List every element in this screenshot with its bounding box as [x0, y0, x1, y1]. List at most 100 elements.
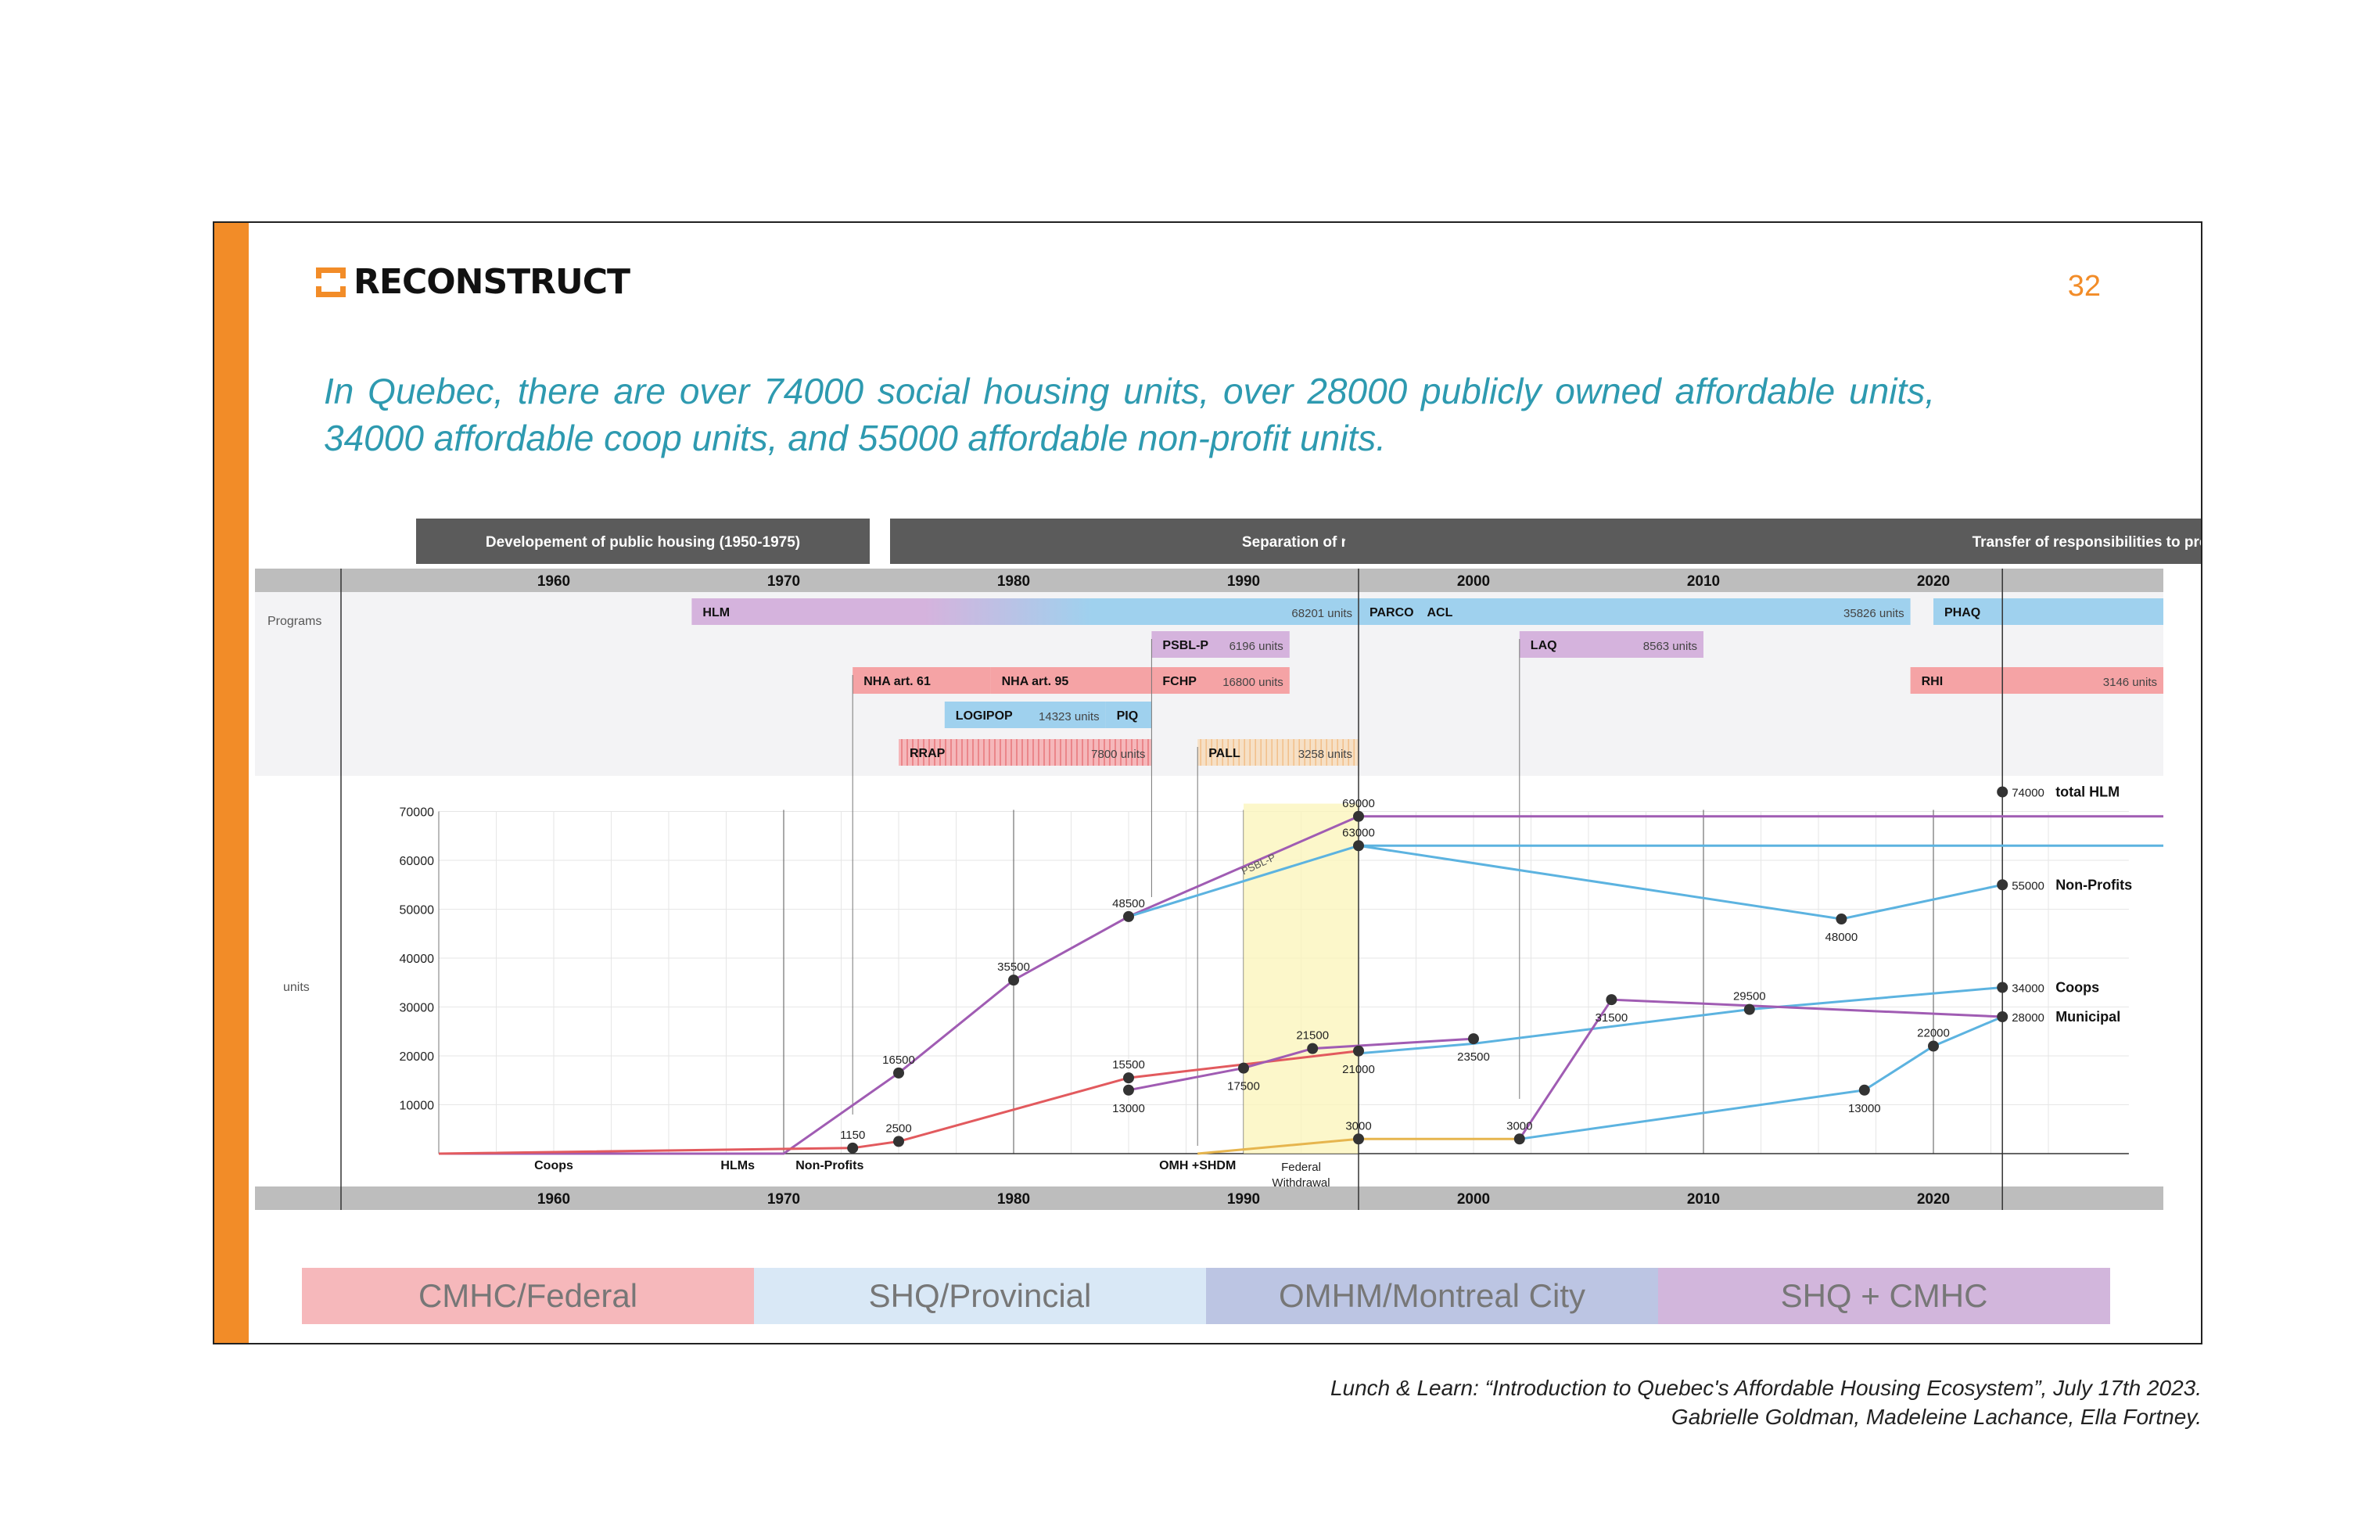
- data-point: [1513, 1133, 1525, 1145]
- y-tick-label: 10000: [400, 1100, 435, 1113]
- data-label: 28000: [2012, 1011, 2044, 1025]
- data-point: [1353, 840, 1364, 852]
- data-point: [1997, 982, 2008, 993]
- series-name-label: Coops: [2055, 980, 2099, 996]
- program-name: NHA art. 95: [1002, 675, 1069, 688]
- data-label: 1150: [840, 1129, 865, 1142]
- year-tick-label: 1970: [767, 1191, 800, 1208]
- year-tick-label: 1960: [537, 573, 570, 590]
- program-bar-logipop: [944, 702, 1106, 728]
- program-bar-rhi: [1910, 667, 2163, 694]
- data-label: 21500: [1296, 1029, 1329, 1043]
- program-name: PALL: [1208, 747, 1240, 760]
- data-point: [1353, 1133, 1364, 1145]
- source-caption: Lunch & Learn: “Introduction to Quebec's…: [1330, 1376, 2202, 1429]
- programs-row-label: Programs: [267, 615, 321, 628]
- data-point: [1123, 910, 1134, 922]
- series-line: [1128, 1037, 1474, 1092]
- brand-name: RECONSTRUCT: [354, 262, 630, 302]
- program-name: HLM: [702, 606, 730, 619]
- data-point: [847, 1142, 859, 1154]
- program-name: FCHP: [1162, 675, 1197, 688]
- data-label: 35500: [997, 960, 1030, 974]
- y-tick-label: 30000: [400, 1002, 435, 1015]
- program-bar-nha-art-95: [990, 667, 1152, 694]
- annotation-label: OMH +SHDM: [1159, 1159, 1236, 1172]
- series-name-label: total HLM: [2055, 784, 2120, 800]
- program-name: LOGIPOP: [956, 709, 1013, 723]
- data-label: 3000: [1506, 1119, 1532, 1133]
- data-label: 74000: [2012, 787, 2044, 800]
- data-point: [1997, 879, 2008, 891]
- accent-bar: [214, 223, 249, 1343]
- program-units: 8563 units: [1643, 640, 1697, 653]
- data-label: 34000: [2012, 982, 2044, 996]
- data-point: [1238, 1062, 1249, 1074]
- period-bar: [1345, 519, 2201, 564]
- program-name: RRAP: [910, 747, 946, 760]
- program-bar-nha-art-61: [853, 667, 991, 694]
- program-name: PSBL-P: [1162, 639, 1208, 652]
- program-bar-phaq: [1933, 598, 2163, 625]
- data-point: [1858, 1084, 1870, 1096]
- data-label: 2500: [885, 1122, 911, 1135]
- data-point: [1123, 1084, 1134, 1096]
- units-row-label: units: [283, 981, 310, 994]
- housing-timeline-chart: Developement of public housing (1950-197…: [255, 519, 2201, 1210]
- year-tick-label: 2010: [1687, 1191, 1720, 1208]
- series-name-label: Non-Profits: [2055, 877, 2132, 892]
- series-line: [1128, 844, 2003, 921]
- data-label: 3000: [1345, 1119, 1371, 1133]
- program-units: 16800 units: [1222, 676, 1283, 689]
- headline: In Quebec, there are over 74000 social h…: [324, 371, 1935, 458]
- data-label: 29500: [1733, 990, 1766, 1003]
- program-units: 35826 units: [1843, 607, 1904, 620]
- y-tick-label: 40000: [400, 953, 435, 966]
- data-point: [1123, 1072, 1134, 1084]
- program-name: PARCO: [1369, 606, 1414, 619]
- program-bar-acl: [1416, 598, 1911, 625]
- data-point: [1997, 1011, 2008, 1022]
- year-tick-label: 2020: [1917, 1191, 1950, 1208]
- annotation-federal-withdrawal-2: Withdrawal: [1272, 1176, 1330, 1190]
- program-units: 68201 units: [1291, 607, 1352, 620]
- period-label: Developement of public housing (1950-197…: [486, 534, 800, 551]
- legend-item-shq: SHQ/Provincial: [754, 1268, 1206, 1324]
- data-label: 15500: [1112, 1058, 1145, 1072]
- data-point: [1606, 994, 1617, 1006]
- year-tick-label: 1990: [1227, 1191, 1260, 1208]
- program-units: 3146 units: [2103, 676, 2157, 689]
- data-label: 17500: [1227, 1080, 1260, 1093]
- legend-item-omhm: OMHM/Montreal City: [1206, 1268, 1658, 1324]
- y-tick-label: 50000: [400, 904, 435, 917]
- data-point: [1353, 810, 1364, 822]
- annotation-label: Coops: [534, 1159, 573, 1172]
- legend: CMHC/Federal SHQ/Provincial OMHM/Montrea…: [302, 1268, 2110, 1324]
- data-label: 23500: [1457, 1050, 1490, 1064]
- series-name-label: Municipal: [2055, 1009, 2120, 1025]
- data-point: [1997, 786, 2008, 798]
- year-tick-label: 1990: [1227, 573, 1260, 590]
- program-units: 14323 units: [1039, 710, 1100, 723]
- federal-withdrawal-band: [1244, 803, 1359, 1154]
- data-point: [893, 1136, 904, 1147]
- year-tick-label: 1980: [997, 573, 1030, 590]
- series-line: [1358, 986, 2003, 1055]
- program-bar-psbl-p: [1151, 631, 1290, 658]
- series-line: [1519, 1015, 2003, 1140]
- period-bar: [416, 519, 870, 564]
- year-tick-label: 1970: [767, 573, 800, 590]
- page-number: 32: [2067, 270, 2101, 303]
- program-bar-laq: [1519, 631, 1703, 658]
- data-point: [1307, 1043, 1319, 1054]
- data-label: 48500: [1112, 897, 1145, 910]
- annotation-label: HLMs: [720, 1159, 755, 1172]
- annotation-label: Non-Profits: [795, 1159, 863, 1172]
- data-point: [1743, 1003, 1755, 1015]
- program-units: 6196 units: [1229, 640, 1283, 653]
- program-bar-piq: [1105, 702, 1152, 728]
- year-tick-label: 2000: [1457, 1191, 1490, 1208]
- data-label: 63000: [1342, 826, 1375, 839]
- program-name: NHA art. 61: [863, 675, 931, 688]
- annotation-federal-withdrawal-1: Federal: [1281, 1161, 1321, 1174]
